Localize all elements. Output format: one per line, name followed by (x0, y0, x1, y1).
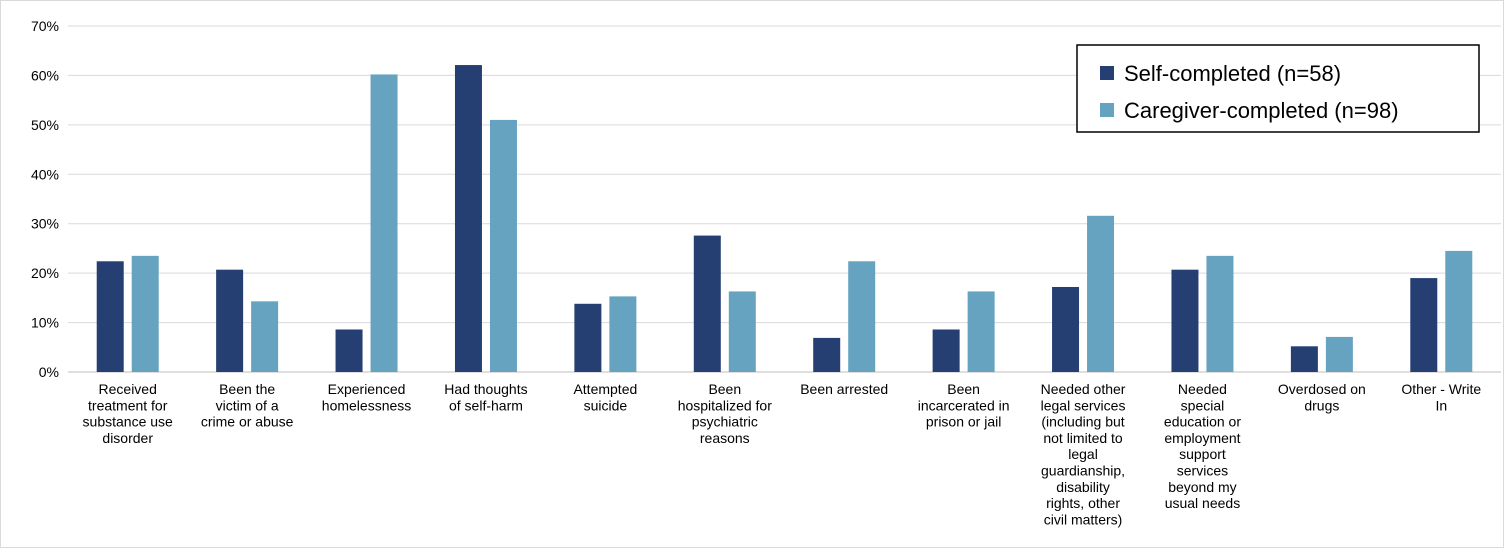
x-category-label: Needed other legal services (including but… (1041, 381, 1126, 527)
x-category-label-line: suicide (584, 397, 628, 413)
x-category-label-line: Been the (219, 381, 275, 397)
y-tick-label: 10% (31, 315, 59, 331)
bar-self-completed (1290, 346, 1318, 372)
x-category-label-line: Had thoughts (444, 381, 527, 397)
bar-caregiver-completed (1087, 215, 1115, 372)
x-category-label-line: drugs (1304, 397, 1339, 413)
x-category-label-line: psychiatric (692, 414, 758, 430)
bar-caregiver-completed (489, 119, 517, 373)
x-category-label-line: education or (1164, 414, 1241, 430)
x-category-label-line: In (1435, 397, 1447, 413)
bar-caregiver-completed (967, 291, 995, 372)
y-tick-label: 60% (31, 67, 59, 83)
x-category-label-line: support (1179, 446, 1226, 462)
x-category-label-line: guardianship, (1041, 463, 1125, 479)
gridlines (68, 25, 1501, 373)
x-category-label-line: Attempted (573, 381, 637, 397)
bar-caregiver-completed (848, 261, 876, 372)
y-tick-label: 50% (31, 117, 59, 133)
bar-self-completed (1171, 269, 1199, 372)
x-category-label: Been incarcerated in prison or jail (918, 381, 1010, 430)
x-category-label: Experienced homelessness (322, 381, 412, 413)
x-category-label-line: (including but (1041, 414, 1124, 430)
y-axis-ticks: 0% 10% 20% 30% 40% 50% 60% 70% (31, 18, 59, 380)
x-axis-labels: Received treatment for substance use disord… (83, 381, 1482, 527)
x-category-label-line: Received (99, 381, 157, 397)
bar-self-completed (813, 337, 841, 372)
x-category-label-line: reasons (700, 430, 750, 446)
bar-self-completed (932, 329, 960, 372)
x-category-label-line: hospitalized for (678, 397, 773, 413)
x-category-label: Received treatment for substance use disord… (83, 381, 173, 446)
x-category-label-line: Been (708, 381, 741, 397)
x-category-label: Been the victim of a crime or abuse (201, 381, 294, 430)
x-category-label-line: employment (1164, 430, 1240, 446)
legend: Self-completed (n=58) Caregiver-completed… (1076, 44, 1480, 133)
x-category-label-line: of self-harm (449, 397, 523, 413)
legend-label: Self-completed (n=58) (1124, 61, 1341, 86)
x-category-label: Attempted suicide (573, 381, 637, 413)
x-category-label-line: prison or jail (926, 414, 1001, 430)
x-category-label-line: civil matters) (1044, 511, 1123, 527)
x-category-label-line: victim of a (216, 397, 279, 413)
x-category-label-line: Been arrested (800, 381, 888, 397)
bar-caregiver-completed (609, 296, 637, 372)
bar-self-completed (574, 303, 602, 372)
x-category-label-line: rights, other (1046, 495, 1120, 511)
x-category-label: Needed special education or employment suppo… (1164, 381, 1241, 511)
y-tick-label: 0% (39, 364, 59, 380)
x-category-label-line: legal services (1041, 397, 1126, 413)
x-category-label-line: disability (1056, 479, 1110, 495)
bar-self-completed (1052, 286, 1080, 372)
bar-caregiver-completed (1206, 255, 1234, 372)
bar-caregiver-completed (1445, 250, 1473, 372)
bar-caregiver-completed (370, 74, 398, 372)
x-category-label: Been arrested (800, 381, 888, 397)
y-tick-label: 20% (31, 265, 59, 281)
x-category-label: Overdosed on drugs (1278, 381, 1366, 413)
x-category-label-line: services (1177, 463, 1228, 479)
bar-self-completed (216, 269, 244, 372)
x-category-label-line: Needed (1178, 381, 1227, 397)
bar-caregiver-completed (251, 301, 279, 372)
x-category-label-line: substance use (83, 414, 173, 430)
x-category-label-line: Other - Write (1401, 381, 1481, 397)
y-tick-label: 30% (31, 216, 59, 232)
x-category-label-line: treatment for (88, 397, 168, 413)
bar-self-completed (693, 235, 721, 372)
x-category-label-line: Experienced (328, 381, 406, 397)
x-category-label-line: not limited to (1043, 430, 1123, 446)
x-category-label-line: incarcerated in (918, 397, 1010, 413)
bar-caregiver-completed (131, 255, 159, 372)
y-tick-label: 40% (31, 166, 59, 182)
x-category-label-line: crime or abuse (201, 414, 294, 430)
x-category-label: Other - Write In (1401, 381, 1481, 413)
bar-caregiver-completed (1325, 336, 1353, 372)
legend-swatch (1100, 103, 1114, 117)
bar-self-completed (454, 65, 482, 372)
x-category-label-line: beyond my (1168, 479, 1236, 495)
legend-box (1076, 44, 1480, 133)
x-category-label-line: special (1181, 397, 1225, 413)
x-category-label-line: usual needs (1165, 495, 1241, 511)
bar-self-completed (96, 261, 124, 372)
x-category-label-line: Overdosed on (1278, 381, 1366, 397)
bar-caregiver-completed (728, 291, 756, 372)
legend-swatch (1100, 66, 1114, 80)
x-category-label-line: Been (947, 381, 980, 397)
x-category-label-line: homelessness (322, 397, 412, 413)
bars (96, 65, 1473, 373)
x-category-label-line: Needed other (1041, 381, 1126, 397)
y-tick-label: 70% (31, 18, 59, 34)
x-category-label-line: disorder (102, 430, 153, 446)
x-category-label-line: legal (1068, 446, 1098, 462)
x-category-label: Had thoughts of self-harm (444, 381, 527, 413)
legend-label: Caregiver-completed (n=98) (1124, 98, 1399, 123)
x-category-label: Been hospitalized for psychiatric reasons (678, 381, 773, 446)
bar-self-completed (335, 329, 363, 372)
bar-self-completed (1410, 278, 1438, 372)
